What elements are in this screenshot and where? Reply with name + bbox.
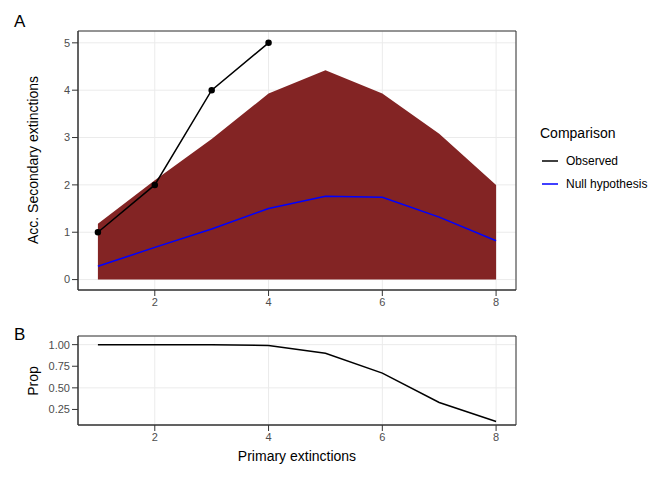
html-text:Primary extinctions: Primary extinctions	[237, 448, 357, 464]
svg-text:0.50: 0.50	[49, 382, 70, 394]
html-text:Comparison: Comparison	[540, 125, 616, 141]
svg-text:5: 5	[64, 37, 70, 49]
html-text:Acc. Secondary extinctions: Acc. Secondary extinctions	[25, 76, 41, 244]
svg-text:6: 6	[379, 296, 385, 308]
svg-text:1.00: 1.00	[49, 339, 70, 351]
svg-text:8: 8	[493, 431, 499, 443]
svg-text:2: 2	[64, 179, 70, 191]
html-text:Observed: Observed	[566, 153, 618, 168]
svg-text:0.75: 0.75	[49, 360, 70, 372]
svg-text:4: 4	[265, 431, 271, 443]
svg-text:8: 8	[493, 296, 499, 308]
svg-text:4: 4	[265, 296, 271, 308]
svg-text:3: 3	[64, 131, 70, 143]
svg-text:2: 2	[152, 296, 158, 308]
html-text:Prop: Prop	[25, 366, 41, 396]
html-text:Null hypothesis: Null hypothesis	[566, 176, 648, 191]
svg-text:2: 2	[152, 431, 158, 443]
svg-text:1: 1	[64, 226, 70, 238]
svg-text:0: 0	[64, 273, 70, 285]
svg-text:4: 4	[64, 84, 70, 96]
html-text:A: A	[14, 12, 26, 31]
html-text:B: B	[14, 325, 26, 344]
svg-text:6: 6	[379, 431, 385, 443]
svg-text:0.25: 0.25	[49, 403, 70, 415]
